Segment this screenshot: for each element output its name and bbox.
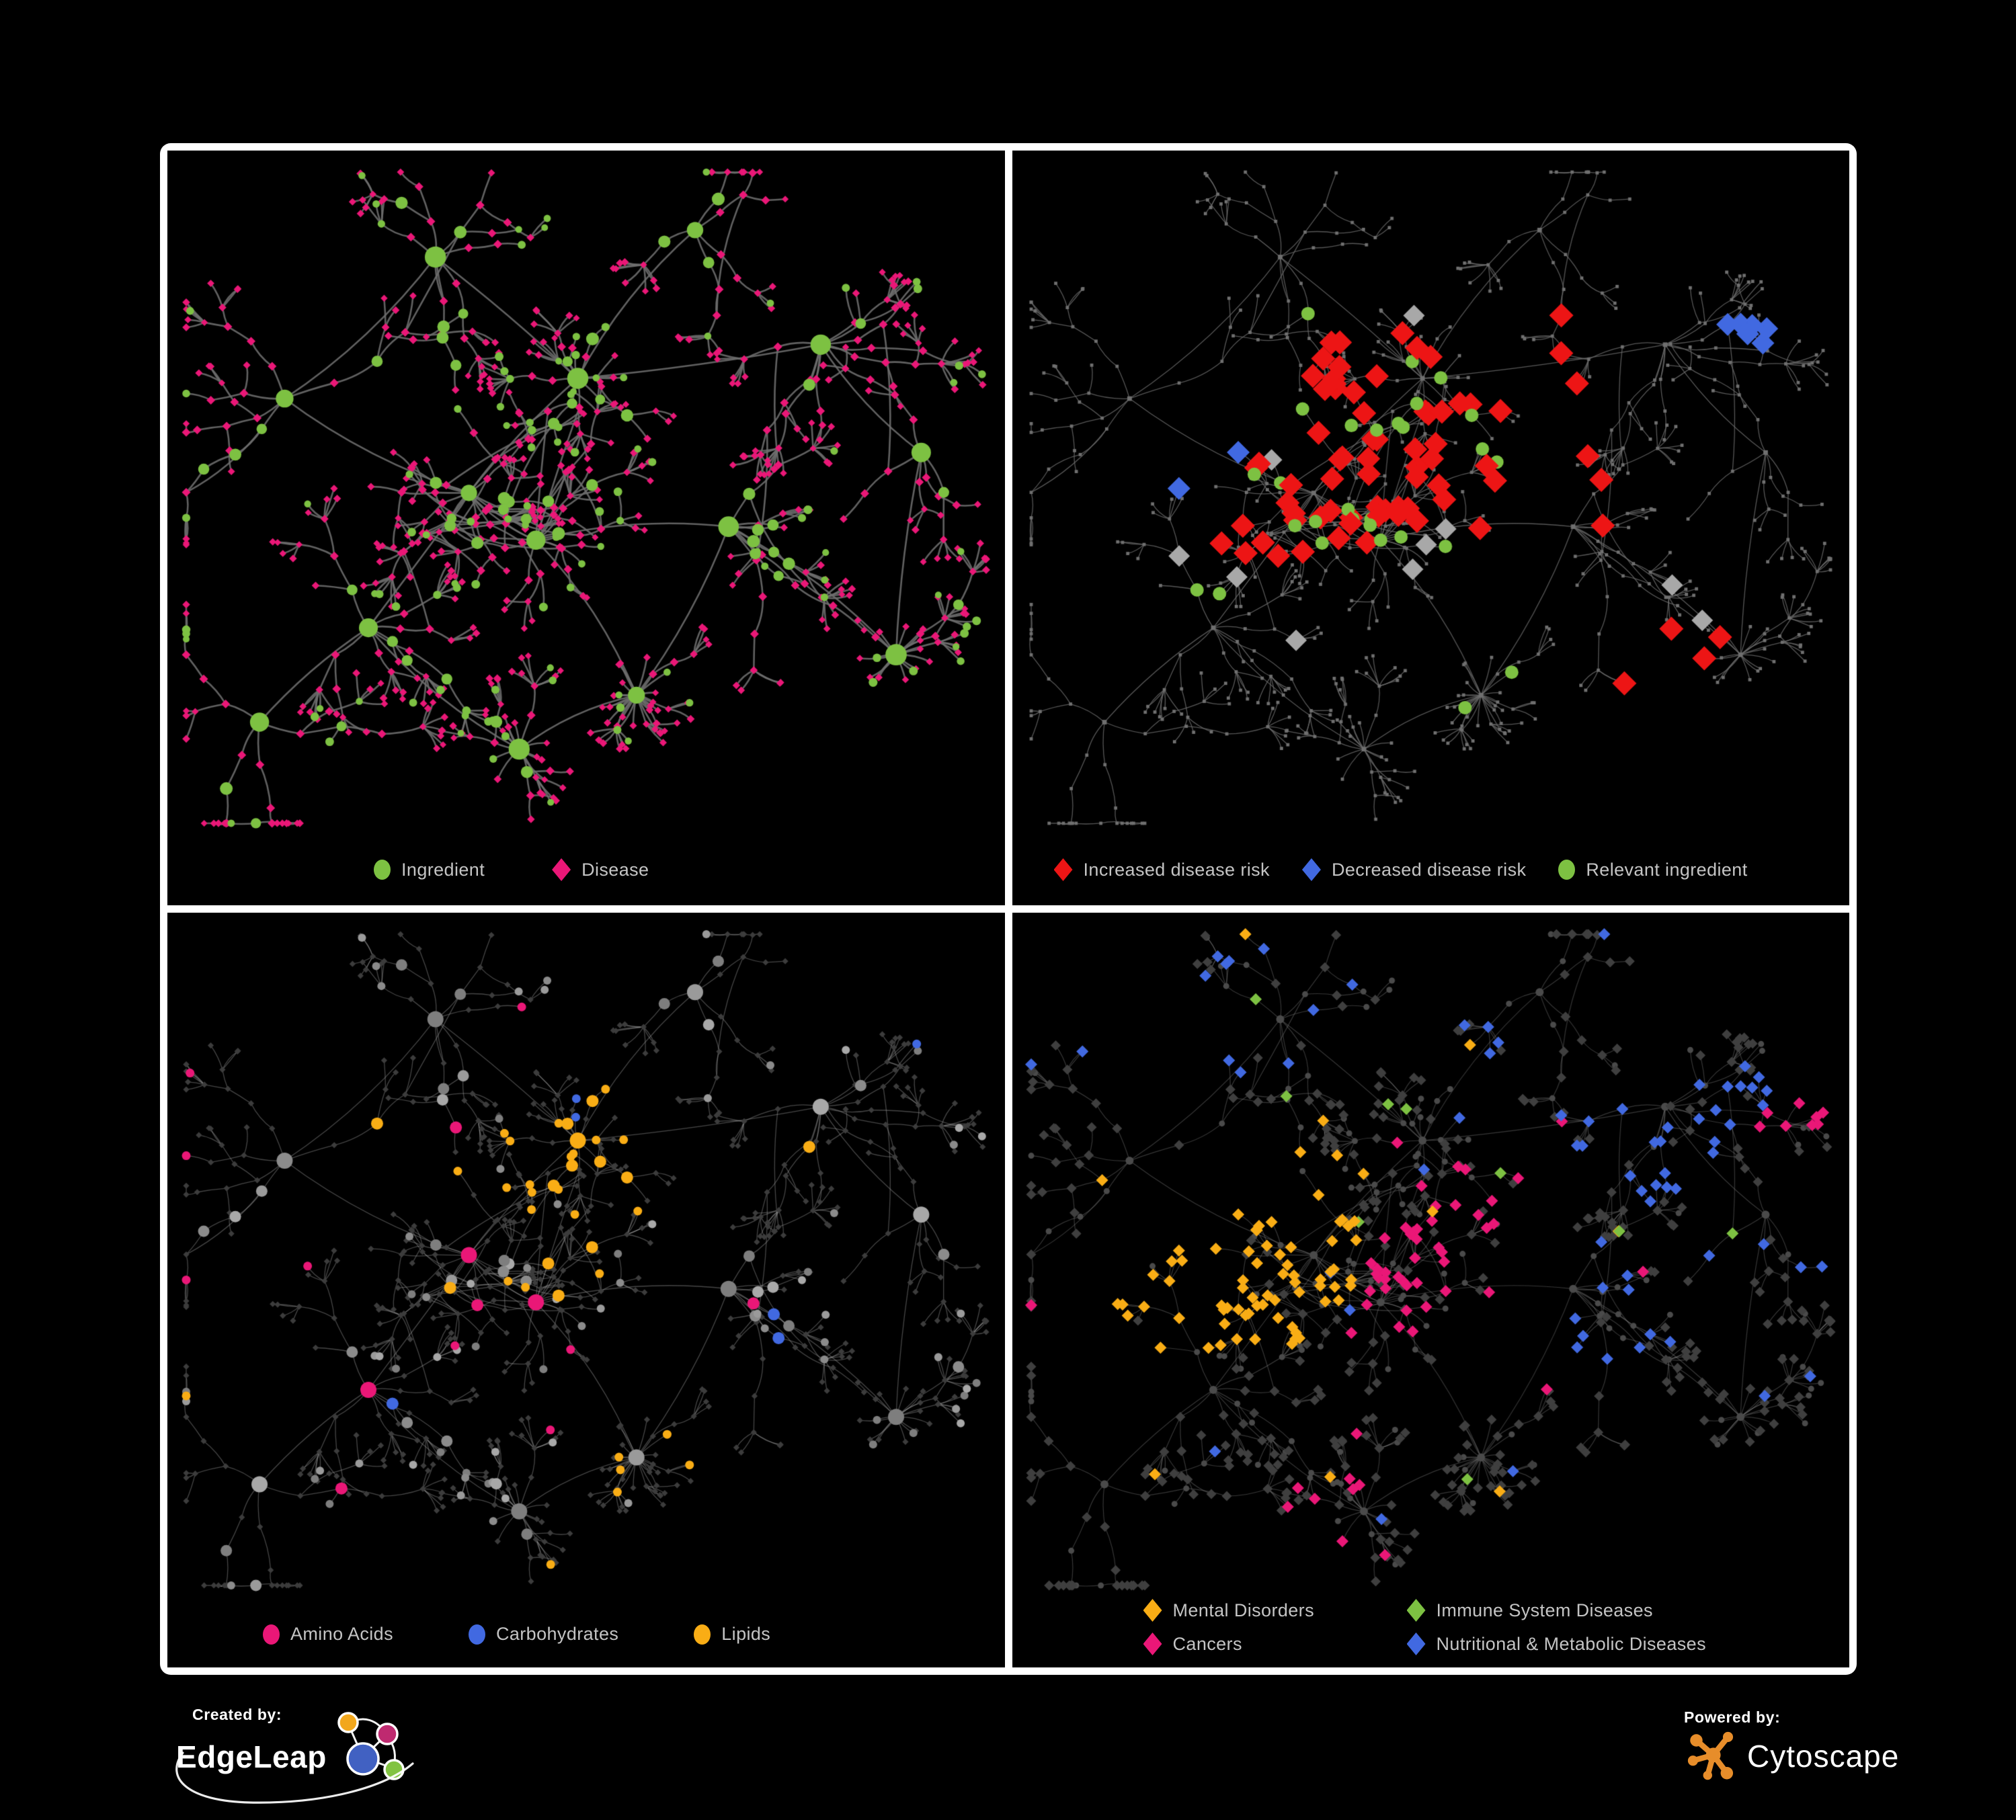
legend-item: Disease [552, 858, 649, 881]
legend-item-label: Increased disease risk [1083, 859, 1270, 880]
legend-marker-circle [1558, 860, 1576, 880]
created-by-label: Created by: [192, 1706, 282, 1723]
legend-item: Cancers [1143, 1632, 1407, 1655]
powered-by-block: Powered by: Cytoscape [1684, 1708, 1993, 1809]
panel-nutrient-classes: Amino Acids Carbohydrates Lipids [167, 913, 1005, 1667]
legend-marker-circle [263, 1624, 280, 1645]
legend-item: Immune System Diseases [1406, 1599, 1706, 1622]
legend-item-label: Cancers [1172, 1633, 1242, 1654]
legend-nutrient-classes: Amino Acids Carbohydrates Lipids [263, 1624, 770, 1645]
legend-item: Carbohydrates [468, 1624, 619, 1645]
legend-item-label: Ingredient [401, 859, 485, 880]
edgeleap-logo-icon [337, 1712, 405, 1780]
legend-item: Ingredient [374, 860, 485, 880]
legend-marker-diamond [1143, 1599, 1162, 1622]
legend-ingredient-disease: Ingredient Disease [374, 858, 649, 881]
panel-disease-classes: Mental Disorders Immune System Diseases Ca… [1012, 913, 1849, 1667]
legend-item-label: Decreased disease risk [1331, 859, 1527, 880]
legend-disease-classes: Mental Disorders Immune System Diseases Ca… [1143, 1599, 1706, 1655]
legend-marker-diamond [1301, 858, 1321, 881]
legend-marker-circle [374, 860, 391, 880]
network-canvas-ingredient-disease [167, 151, 1005, 905]
legend-item: Nutritional & Metabolic Diseases [1406, 1632, 1706, 1655]
legend-item: Relevant ingredient [1558, 860, 1747, 880]
panel-ingredient-disease: Ingredient Disease [167, 151, 1005, 905]
powered-by-label: Powered by: [1684, 1708, 1781, 1726]
legend-item-label: Relevant ingredient [1586, 859, 1748, 880]
edgeleap-logo-text: EdgeLeap [176, 1739, 327, 1774]
legend-item-label: Lipids [721, 1624, 771, 1644]
legend-item-label: Mental Disorders [1172, 1600, 1314, 1620]
network-canvas-nutrient-classes [167, 913, 1005, 1667]
legend-marker-diamond [1143, 1632, 1162, 1655]
legend-item: Amino Acids [263, 1624, 393, 1645]
legend-marker-diamond [1406, 1599, 1426, 1622]
legend-marker-diamond [1406, 1632, 1426, 1655]
legend-item: Decreased disease risk [1301, 858, 1527, 881]
legend-marker-circle [468, 1624, 485, 1645]
legend-item-label: Nutritional & Metabolic Diseases [1436, 1633, 1706, 1654]
cytoscape-logo-text: Cytoscape [1747, 1739, 1900, 1774]
legend-item-label: Immune System Diseases [1436, 1600, 1653, 1620]
created-by-block: Created by: EdgeLeap [175, 1706, 512, 1813]
legend-item: Lipids [694, 1624, 770, 1645]
legend-marker-diamond [552, 858, 571, 881]
legend-item: Mental Disorders [1143, 1599, 1407, 1622]
legend-item-label: Amino Acids [290, 1624, 393, 1644]
network-canvas-disease-classes [1012, 913, 1849, 1667]
panel-disease-risk: Increased disease risk Decreased disease … [1012, 151, 1849, 905]
legend-marker-diamond [1053, 858, 1073, 881]
legend-item-label: Disease [581, 859, 649, 880]
network-canvas-disease-risk [1012, 151, 1849, 905]
panel-grid: Ingredient Disease Increased disease risk… [160, 143, 1857, 1675]
legend-item-label: Carbohydrates [495, 1624, 619, 1644]
cytoscape-logo-icon [1687, 1731, 1734, 1780]
legend-disease-risk: Increased disease risk Decreased disease … [1053, 858, 1748, 881]
legend-marker-circle [694, 1624, 711, 1645]
legend-item: Increased disease risk [1053, 858, 1270, 881]
